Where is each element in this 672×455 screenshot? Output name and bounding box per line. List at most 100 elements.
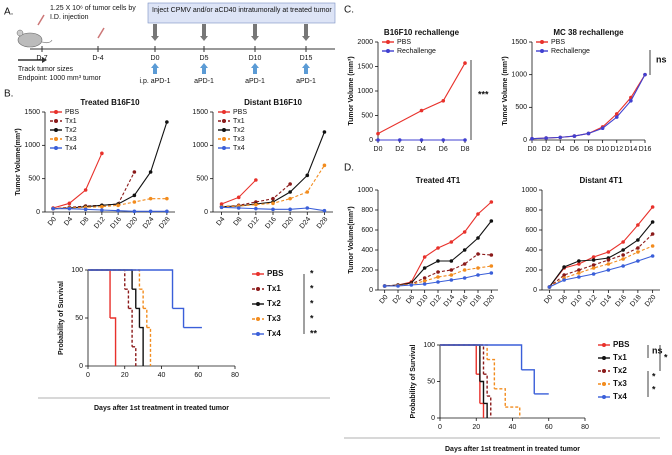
x-tick-label: D10 bbox=[570, 294, 584, 308]
point bbox=[476, 236, 480, 240]
annotation: ns bbox=[652, 345, 663, 355]
chart-title: B16F10 rechallenge bbox=[384, 28, 460, 37]
point bbox=[463, 61, 467, 65]
note: Track tumor sizes bbox=[18, 66, 73, 73]
point bbox=[396, 284, 400, 288]
point bbox=[606, 258, 611, 262]
box-text: Inject CPMV and/or aCD40 intratumorally … bbox=[152, 7, 332, 14]
y-tick-label: 0 bbox=[36, 209, 40, 216]
point bbox=[116, 203, 120, 208]
y-tick-label: 800 bbox=[361, 207, 373, 214]
point bbox=[489, 219, 494, 223]
x-tick-label: D8 bbox=[461, 146, 470, 153]
chart-title: Treated 4T1 bbox=[416, 176, 461, 185]
legend-label: Tx3 bbox=[267, 314, 281, 323]
legend-label: Tx2 bbox=[267, 299, 281, 308]
annotation: * bbox=[652, 384, 656, 394]
y-axis-title: Tumor Volume(mm³) bbox=[15, 128, 22, 195]
y-tick-label: 200 bbox=[525, 267, 537, 274]
x-tick-label: D0 bbox=[543, 294, 554, 305]
point bbox=[132, 193, 137, 198]
x-tick-label: D6 bbox=[570, 146, 579, 153]
point bbox=[271, 201, 275, 206]
legend-label: Tx4 bbox=[613, 392, 627, 401]
x-tick-label: D0 bbox=[528, 146, 537, 153]
survival-step bbox=[139, 326, 144, 366]
point bbox=[419, 108, 424, 113]
note: I.D. injection bbox=[50, 14, 89, 21]
legend-label: Tx1 bbox=[613, 353, 627, 362]
x-tick-label: D20 bbox=[644, 294, 658, 308]
point bbox=[67, 201, 72, 206]
survival-step bbox=[110, 317, 117, 366]
series-line bbox=[531, 74, 646, 140]
point bbox=[449, 240, 454, 244]
y-tick-label: 0 bbox=[431, 415, 435, 422]
x-tick-label: D20 bbox=[483, 294, 497, 308]
x-tick-label: D14 bbox=[624, 146, 637, 153]
legend-label: Tx2 bbox=[613, 366, 627, 375]
annotation: ns bbox=[656, 54, 667, 64]
point bbox=[100, 204, 104, 209]
point bbox=[621, 264, 625, 268]
series-line bbox=[53, 208, 167, 212]
survival-step bbox=[479, 380, 485, 404]
x-tick-label: D16 bbox=[456, 294, 470, 308]
y-axis-title: Tumor Volume (mm³) bbox=[348, 56, 355, 125]
day-label: D-7 bbox=[36, 55, 47, 62]
point bbox=[462, 268, 467, 272]
up-arrow bbox=[200, 63, 208, 74]
point bbox=[636, 223, 640, 227]
annotation: * bbox=[310, 268, 314, 278]
legend-marker bbox=[222, 110, 226, 114]
point bbox=[636, 246, 640, 250]
x-tick-label: D12 bbox=[247, 216, 261, 230]
y-tick-label: 0 bbox=[523, 137, 527, 144]
point bbox=[463, 138, 467, 142]
survival-step bbox=[172, 307, 185, 328]
x-tick-label: D8 bbox=[233, 216, 244, 227]
down-arrow bbox=[302, 24, 310, 41]
survival-step bbox=[487, 358, 496, 389]
up-arrow bbox=[251, 63, 259, 74]
survival-step bbox=[521, 369, 535, 394]
point bbox=[322, 130, 327, 134]
point bbox=[643, 72, 647, 77]
point bbox=[271, 196, 275, 201]
x-tick-label: D14 bbox=[443, 294, 457, 308]
point bbox=[422, 255, 427, 259]
point bbox=[376, 138, 380, 142]
point bbox=[165, 209, 169, 214]
y-tick-label: 800 bbox=[525, 207, 537, 214]
point bbox=[271, 207, 275, 212]
y-tick-label: 0 bbox=[79, 363, 83, 370]
survival-step bbox=[139, 288, 144, 309]
point bbox=[547, 285, 552, 289]
y-tick-label: 0 bbox=[204, 209, 208, 216]
point bbox=[254, 206, 258, 211]
y-tick-label: 200 bbox=[361, 267, 373, 274]
day-label: D15 bbox=[300, 55, 313, 62]
series-line bbox=[221, 179, 257, 205]
point bbox=[422, 266, 427, 270]
survival-step bbox=[440, 344, 477, 375]
survival-step bbox=[124, 288, 130, 309]
annotation: *** bbox=[478, 89, 489, 99]
point bbox=[462, 262, 467, 266]
series-line bbox=[549, 255, 653, 288]
point bbox=[577, 271, 581, 275]
point bbox=[650, 205, 655, 209]
point bbox=[436, 280, 440, 284]
x-tick-label: D28 bbox=[316, 216, 330, 230]
day-label: D5 bbox=[200, 55, 209, 62]
x-axis-title: Days after 1st treatment in treated tumo… bbox=[94, 405, 229, 412]
legend-marker bbox=[256, 272, 260, 276]
survival-step bbox=[440, 344, 485, 375]
panel-label: B. bbox=[4, 89, 13, 100]
day-label: D0 bbox=[151, 55, 160, 62]
x-tick-label: D8 bbox=[584, 146, 593, 153]
annotation: * bbox=[310, 283, 314, 293]
annotation: ** bbox=[310, 328, 318, 338]
y-tick-label: 1000 bbox=[357, 88, 373, 95]
legend-label: Tx3 bbox=[613, 379, 627, 388]
